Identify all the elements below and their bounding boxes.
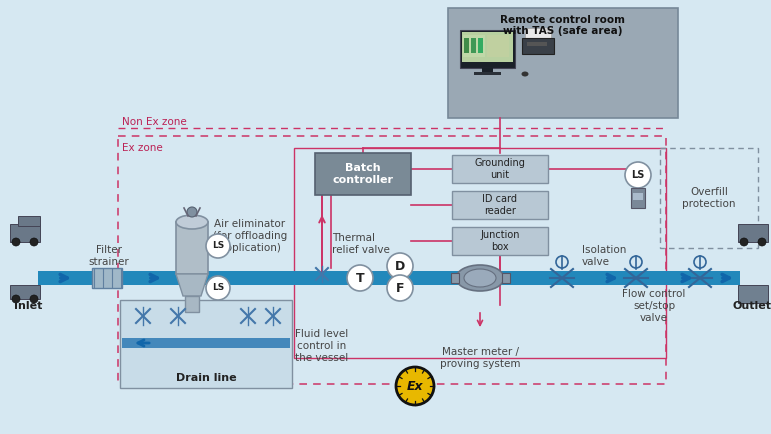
Bar xyxy=(118,136,666,384)
Circle shape xyxy=(396,367,434,405)
Text: Overfill
protection: Overfill protection xyxy=(682,187,736,209)
Bar xyxy=(525,28,551,40)
Bar xyxy=(176,222,208,274)
Ellipse shape xyxy=(521,72,528,76)
Text: Inlet: Inlet xyxy=(14,301,42,311)
Circle shape xyxy=(12,295,20,303)
Circle shape xyxy=(625,162,651,188)
Text: Outlet: Outlet xyxy=(732,301,771,311)
Text: Remote control room: Remote control room xyxy=(500,15,625,25)
Text: Filter
strainer: Filter strainer xyxy=(89,245,130,267)
Text: Fluid level
control in
the vessel: Fluid level control in the vessel xyxy=(295,329,348,362)
Circle shape xyxy=(187,207,197,217)
Text: LS: LS xyxy=(631,170,645,180)
Text: Batch
controller: Batch controller xyxy=(332,163,393,185)
Bar xyxy=(471,38,476,53)
Bar xyxy=(294,148,666,358)
Bar xyxy=(464,38,469,53)
Bar xyxy=(452,191,548,219)
Ellipse shape xyxy=(176,215,208,229)
Circle shape xyxy=(347,265,373,291)
Text: Flow control
set/stop
valve: Flow control set/stop valve xyxy=(622,289,685,322)
Bar xyxy=(522,38,554,54)
Bar xyxy=(631,188,645,208)
Bar xyxy=(38,271,740,285)
Text: Thermal
relief valve: Thermal relief valve xyxy=(332,233,390,255)
Bar xyxy=(452,155,548,183)
Text: with TAS (safe area): with TAS (safe area) xyxy=(503,26,623,36)
Bar xyxy=(18,216,40,226)
Text: Ex: Ex xyxy=(406,379,423,392)
Bar xyxy=(452,227,548,255)
Bar xyxy=(448,8,678,118)
Bar xyxy=(478,38,483,53)
Polygon shape xyxy=(543,28,551,34)
Circle shape xyxy=(12,238,20,246)
Bar xyxy=(10,224,40,242)
Bar xyxy=(738,224,768,242)
Text: Non Ex zone: Non Ex zone xyxy=(122,117,187,127)
Circle shape xyxy=(740,238,748,246)
Bar xyxy=(120,300,292,388)
Bar xyxy=(462,32,513,62)
Circle shape xyxy=(387,275,413,301)
Text: Junction
box: Junction box xyxy=(480,230,520,252)
Text: Air eliminator
(for offloading
application): Air eliminator (for offloading applicati… xyxy=(213,220,287,253)
Bar xyxy=(527,42,547,46)
Text: Isolation
valve: Isolation valve xyxy=(582,245,626,267)
Text: ID card
reader: ID card reader xyxy=(483,194,517,216)
Bar xyxy=(451,273,459,283)
Bar xyxy=(738,285,768,303)
Bar xyxy=(660,148,758,248)
Text: F: F xyxy=(396,282,404,295)
Circle shape xyxy=(30,295,38,303)
Bar xyxy=(633,193,643,200)
Circle shape xyxy=(206,276,230,300)
Ellipse shape xyxy=(464,269,496,287)
Text: LS: LS xyxy=(212,241,224,250)
Ellipse shape xyxy=(456,265,504,291)
Text: Drain line: Drain line xyxy=(176,373,237,383)
Bar xyxy=(315,153,411,195)
Text: D: D xyxy=(395,260,405,273)
Circle shape xyxy=(758,238,766,246)
Bar xyxy=(122,338,290,348)
Bar xyxy=(482,68,493,73)
Bar xyxy=(487,35,509,57)
Bar xyxy=(460,30,515,68)
Bar xyxy=(92,268,122,288)
Circle shape xyxy=(30,238,38,246)
Bar xyxy=(185,296,199,312)
Bar xyxy=(463,35,485,57)
Polygon shape xyxy=(176,274,208,296)
Bar xyxy=(474,72,501,75)
Text: LS: LS xyxy=(212,283,224,293)
Text: Master meter /
proving system: Master meter / proving system xyxy=(439,347,520,369)
Circle shape xyxy=(206,234,230,258)
Bar xyxy=(10,285,40,299)
Text: T: T xyxy=(355,272,365,285)
Text: Ex zone: Ex zone xyxy=(122,143,163,153)
Bar xyxy=(502,273,510,283)
Circle shape xyxy=(387,253,413,279)
Text: Grounding
unit: Grounding unit xyxy=(475,158,526,180)
